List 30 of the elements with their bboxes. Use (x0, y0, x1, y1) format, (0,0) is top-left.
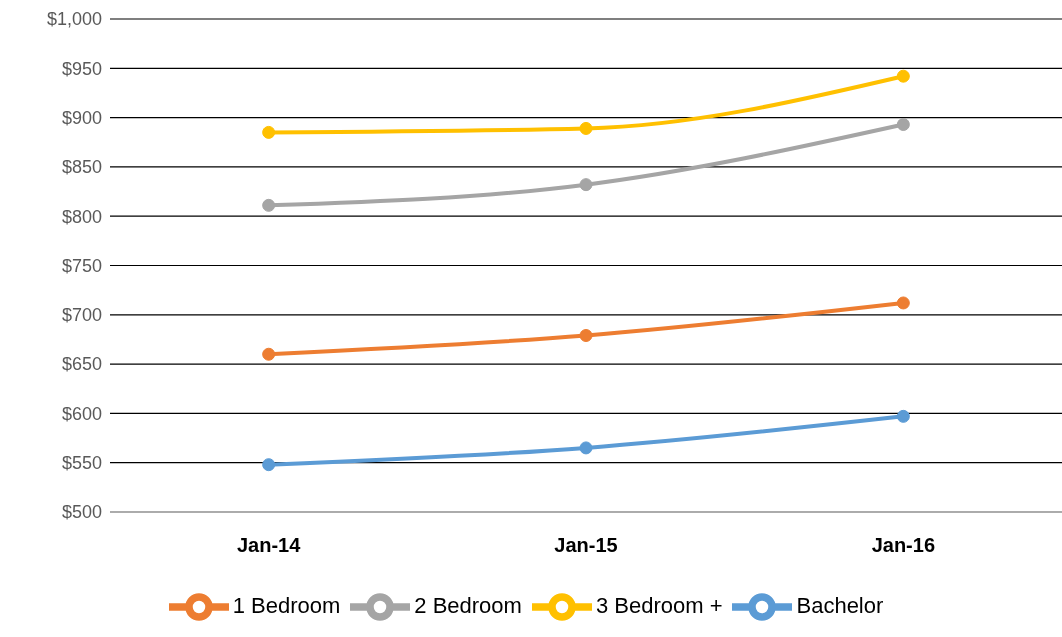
point (896, 69, 910, 83)
x-tick-label: Jan-15 (554, 534, 618, 557)
y-tick-label: $600 (61, 403, 102, 424)
legend-label: 1 Bedroom (232, 592, 341, 618)
point (262, 198, 276, 212)
legend-label: Bachelor (796, 592, 884, 618)
y-tick-label: $500 (61, 502, 102, 523)
y-tick-label: $650 (61, 354, 102, 375)
point (579, 441, 593, 455)
y-tick-label: $550 (61, 453, 102, 474)
point (579, 121, 593, 135)
point (262, 125, 276, 139)
y-tick-label: $800 (61, 206, 102, 227)
point (579, 178, 593, 192)
point (896, 409, 910, 423)
point (896, 118, 910, 131)
legend-label: 2 Bedroom (414, 592, 522, 618)
y-tick-label: $1,000 (46, 9, 102, 30)
legend-label: 3 Bedroom + (595, 592, 723, 618)
y-tick-label: $900 (61, 107, 102, 128)
y-tick-label: $950 (61, 58, 102, 79)
x-tick-label: Jan-14 (236, 534, 302, 557)
y-tick-label: $850 (61, 157, 102, 178)
y-tick-label: $700 (61, 305, 102, 326)
point (262, 347, 276, 361)
x-tick-label: Jan-16 (871, 534, 936, 557)
point (896, 296, 910, 310)
point (262, 458, 276, 472)
point (579, 329, 593, 343)
y-tick-label: $750 (61, 255, 102, 276)
